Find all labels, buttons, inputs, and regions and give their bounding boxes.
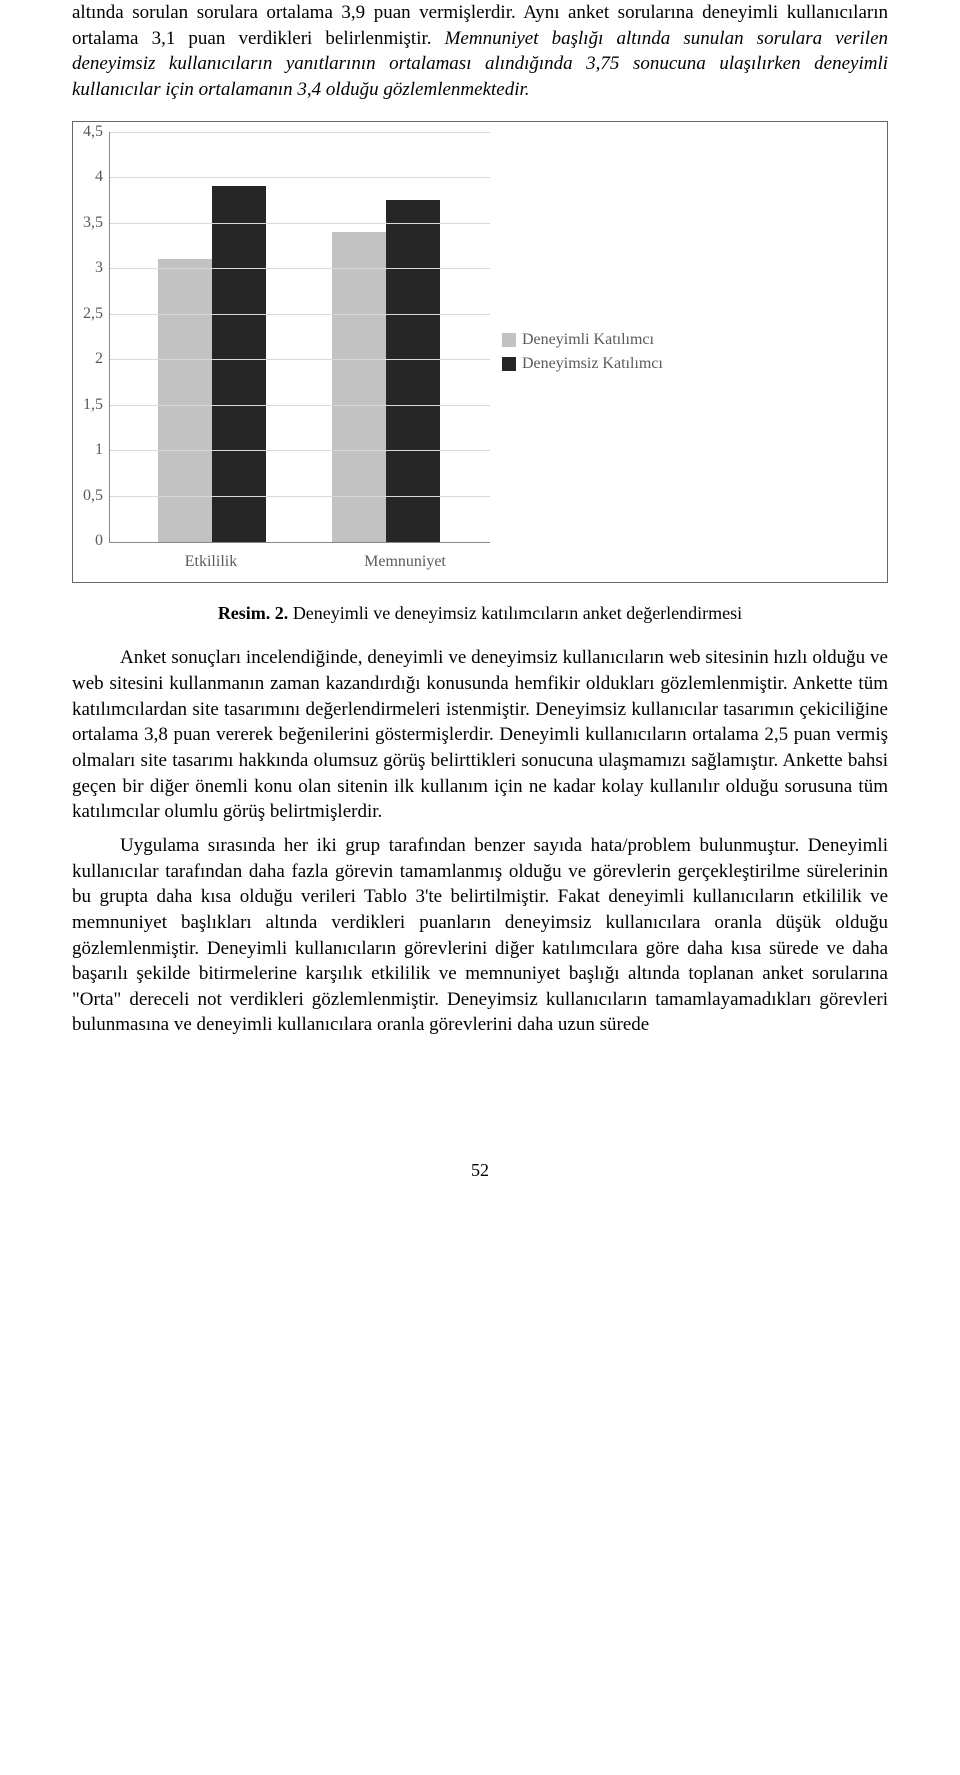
legend-label: Deneyimli Katılımcı: [522, 329, 654, 351]
x-axis-label: Etkililik: [181, 551, 241, 573]
legend-item: Deneyimsiz Katılımcı: [502, 353, 663, 375]
bars-layer: [110, 132, 490, 542]
gridline: [110, 223, 490, 224]
gridline: [110, 450, 490, 451]
gridline: [110, 177, 490, 178]
legend-item: Deneyimli Katılımcı: [502, 329, 663, 351]
paragraph-results-2: Uygulama sırasında her iki grup tarafınd…: [72, 833, 888, 1038]
bar: [386, 200, 440, 542]
x-axis-spacer: [83, 551, 109, 573]
plot-area: [109, 132, 490, 543]
y-axis: 4,543,532,521,510,50: [83, 132, 109, 542]
chart-legend: Deneyimli KatılımcıDeneyimsiz Katılımcı: [502, 326, 663, 378]
plot-row: 4,543,532,521,510,50: [83, 132, 490, 543]
paragraph-results-1: Anket sonuçları incelendiğinde, deneyiml…: [72, 645, 888, 824]
legend-swatch: [502, 357, 516, 371]
plot-wrap: 4,543,532,521,510,50 Etkililik Memnuniyet: [83, 132, 490, 573]
page-number: 52: [72, 1158, 888, 1182]
legend-swatch: [502, 333, 516, 347]
bar-group: [158, 186, 266, 541]
x-axis-labels: Etkililik Memnuniyet: [83, 543, 490, 573]
paragraph-intro: altında sorulan sorulara ortalama 3,9 pu…: [72, 0, 888, 103]
figure-caption-text: Deneyimli ve deneyimsiz katılımcıların a…: [293, 603, 742, 623]
gridline: [110, 268, 490, 269]
figure-caption-number: Resim. 2.: [218, 603, 289, 623]
gridline: [110, 314, 490, 315]
bar: [158, 259, 212, 541]
gridline: [110, 496, 490, 497]
figure-caption: Resim. 2. Deneyimli ve deneyimsiz katılı…: [72, 601, 888, 625]
chart-frame: 4,543,532,521,510,50 Etkililik Memnuniyet…: [72, 121, 888, 584]
bar: [212, 186, 266, 541]
gridline: [110, 405, 490, 406]
chart-inner: 4,543,532,521,510,50 Etkililik Memnuniyet…: [83, 132, 877, 573]
bar-group: [332, 200, 440, 542]
x-axis-label: Memnuniyet: [355, 551, 455, 573]
legend-label: Deneyimsiz Katılımcı: [522, 353, 663, 375]
gridline: [110, 132, 490, 133]
gridline: [110, 359, 490, 360]
